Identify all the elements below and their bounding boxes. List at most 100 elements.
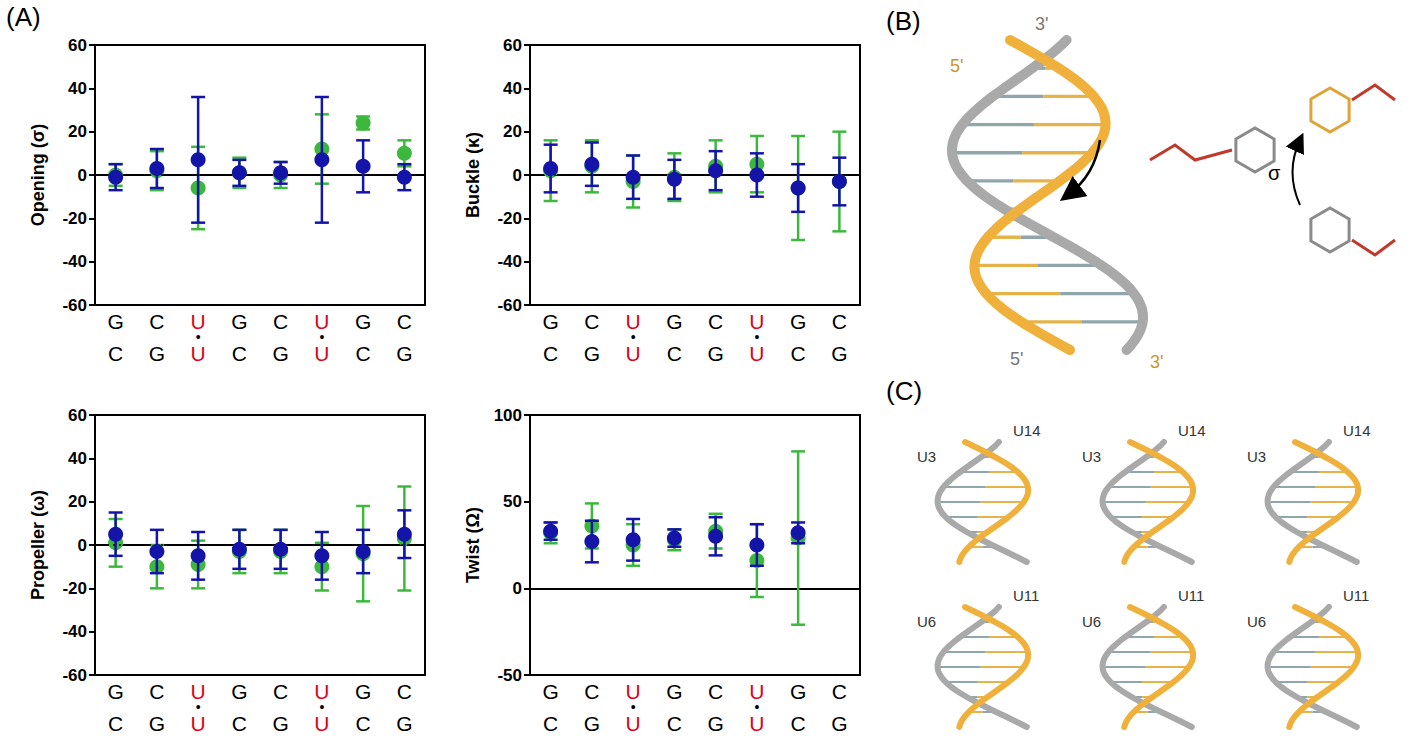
svg-text:0: 0 (78, 166, 87, 185)
svg-text:20: 20 (503, 122, 522, 141)
svg-text:U6: U6 (917, 613, 936, 630)
svg-text:G: G (231, 309, 248, 333)
svg-text:G: G (666, 309, 683, 333)
svg-text:C: C (584, 309, 600, 333)
svg-text:U: U (314, 342, 329, 365)
svg-text:U: U (749, 712, 764, 735)
svg-text:U6: U6 (1247, 613, 1266, 630)
svg-text:100: 100 (494, 406, 522, 425)
svg-text:U11: U11 (1013, 587, 1039, 604)
svg-text:G: G (149, 342, 165, 365)
svg-text:U3: U3 (1247, 448, 1266, 465)
svg-text:60: 60 (68, 406, 87, 425)
svg-text:G: G (396, 712, 412, 735)
svg-text:5': 5' (950, 56, 963, 76)
svg-text:G: G (355, 309, 372, 333)
svg-text:Opening (σ): Opening (σ) (28, 124, 48, 226)
svg-text:G: G (584, 342, 600, 365)
svg-text:U: U (625, 309, 641, 333)
svg-text:(B): (B) (886, 6, 921, 36)
svg-text:U: U (190, 309, 206, 333)
svg-text:C: C (108, 342, 123, 365)
svg-text:C: C (543, 712, 558, 735)
svg-text:G: G (584, 712, 600, 735)
svg-text:3': 3' (1035, 14, 1048, 34)
svg-text:(A): (A) (6, 2, 41, 32)
svg-text:C: C (273, 309, 289, 333)
svg-text:G: G (666, 679, 683, 703)
svg-text:C: C (791, 342, 806, 365)
svg-text:-40: -40 (62, 622, 87, 641)
svg-text:20: 20 (68, 492, 87, 511)
svg-text:U: U (191, 342, 206, 365)
svg-text:C: C (232, 712, 247, 735)
svg-text:U14: U14 (1013, 422, 1041, 439)
svg-text:G: G (707, 342, 723, 365)
svg-text:C: C (667, 712, 682, 735)
svg-text:40: 40 (503, 79, 522, 98)
svg-text:σ: σ (1268, 162, 1281, 184)
svg-text:G: G (542, 309, 559, 333)
svg-text:0: 0 (513, 579, 522, 598)
svg-text:U11: U11 (1343, 587, 1369, 604)
svg-text:C: C (543, 342, 558, 365)
svg-text:C: C (396, 309, 412, 333)
svg-text:U: U (626, 342, 641, 365)
svg-text:G: G (231, 679, 248, 703)
svg-text:C: C (356, 712, 371, 735)
svg-text:G: G (107, 309, 124, 333)
svg-text:G: G (542, 679, 559, 703)
svg-text:40: 40 (68, 79, 87, 98)
svg-text:G: G (355, 679, 372, 703)
svg-text:U6: U6 (1082, 613, 1101, 630)
svg-text:G: G (396, 342, 412, 365)
svg-text:-20: -20 (62, 209, 87, 228)
svg-text:C: C (149, 309, 165, 333)
svg-text:0: 0 (78, 536, 87, 555)
svg-text:20: 20 (68, 122, 87, 141)
svg-text:-50: -50 (497, 666, 522, 685)
svg-text:C: C (791, 712, 806, 735)
svg-text:U11: U11 (1178, 587, 1204, 604)
svg-text:U: U (626, 712, 641, 735)
svg-text:G: G (149, 712, 165, 735)
svg-text:60: 60 (68, 36, 87, 55)
svg-text:3': 3' (1150, 352, 1163, 372)
svg-text:C: C (667, 342, 682, 365)
svg-text:50: 50 (503, 492, 522, 511)
svg-text:40: 40 (68, 449, 87, 468)
svg-text:60: 60 (503, 36, 522, 55)
svg-text:C: C (232, 342, 247, 365)
svg-text:U: U (749, 342, 764, 365)
svg-text:U: U (314, 309, 330, 333)
svg-text:-60: -60 (62, 296, 87, 315)
svg-text:-40: -40 (62, 252, 87, 271)
svg-text:-20: -20 (62, 579, 87, 598)
svg-text:G: G (831, 712, 847, 735)
svg-text:-20: -20 (497, 209, 522, 228)
svg-text:U3: U3 (1082, 448, 1101, 465)
svg-text:U14: U14 (1343, 422, 1371, 439)
svg-text:0: 0 (513, 166, 522, 185)
svg-text:G: G (107, 679, 124, 703)
svg-text:G: G (707, 712, 723, 735)
svg-text:5': 5' (1010, 349, 1023, 369)
svg-text:C: C (356, 342, 371, 365)
svg-text:U3: U3 (917, 448, 936, 465)
svg-text:-60: -60 (62, 666, 87, 685)
svg-text:U: U (191, 712, 206, 735)
svg-text:G: G (272, 712, 288, 735)
svg-text:G: G (790, 679, 807, 703)
svg-text:Twist (Ω): Twist (Ω) (463, 507, 483, 583)
svg-text:G: G (272, 342, 288, 365)
svg-text:(C): (C) (886, 376, 922, 406)
svg-text:U14: U14 (1178, 422, 1206, 439)
svg-text:G: G (790, 309, 807, 333)
svg-text:Propeller (ω): Propeller (ω) (28, 490, 48, 600)
svg-text:-60: -60 (497, 296, 522, 315)
svg-text:C: C (108, 712, 123, 735)
svg-text:-40: -40 (497, 252, 522, 271)
svg-text:G: G (831, 342, 847, 365)
svg-text:Buckle (κ): Buckle (κ) (463, 132, 483, 218)
svg-text:U: U (314, 712, 329, 735)
